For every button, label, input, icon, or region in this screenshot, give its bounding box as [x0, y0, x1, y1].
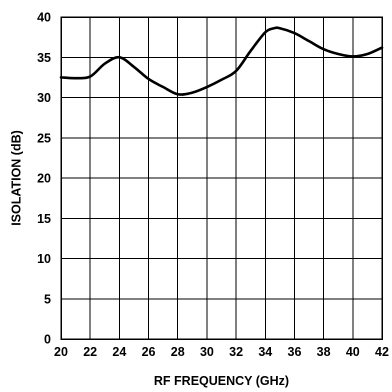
y-tick-label: 25: [37, 131, 51, 145]
y-tick-label: 10: [37, 252, 51, 266]
x-tick-label: 28: [171, 345, 185, 359]
x-tick-label: 20: [54, 345, 68, 359]
plot-frame: [60, 16, 383, 340]
y-tick-label: 30: [37, 91, 51, 105]
y-tick-labels: 0 5 10 15 20 25 30 35 40: [37, 11, 51, 347]
y-tick-label: 5: [44, 292, 51, 306]
x-tick-label: 24: [112, 345, 126, 359]
y-tick-label: 0: [44, 333, 51, 347]
x-tick-labels: 20 22 24 26 28 30 32 34 36 38 40 42: [54, 345, 389, 359]
series-layer: [59, 26, 384, 96]
x-tick-label: 22: [83, 345, 97, 359]
x-axis-label: RF FREQUENCY (GHz): [154, 374, 289, 388]
y-tick-label: 15: [37, 212, 51, 226]
isolation-series-line: [59, 26, 384, 96]
x-tick-label: 38: [317, 345, 331, 359]
grid: [60, 16, 383, 340]
y-tick-label: 20: [37, 172, 51, 186]
x-tick-label: 34: [258, 345, 272, 359]
x-tick-label: 30: [200, 345, 214, 359]
y-tick-label: 35: [37, 51, 51, 65]
x-tick-label: 36: [288, 345, 302, 359]
x-tick-label: 32: [229, 345, 243, 359]
y-axis-label: ISOLATION (dB): [9, 130, 23, 226]
x-tick-label: 40: [346, 345, 360, 359]
x-tick-label: 26: [142, 345, 156, 359]
y-tick-label: 40: [37, 11, 51, 25]
x-tick-label: 42: [375, 345, 389, 359]
